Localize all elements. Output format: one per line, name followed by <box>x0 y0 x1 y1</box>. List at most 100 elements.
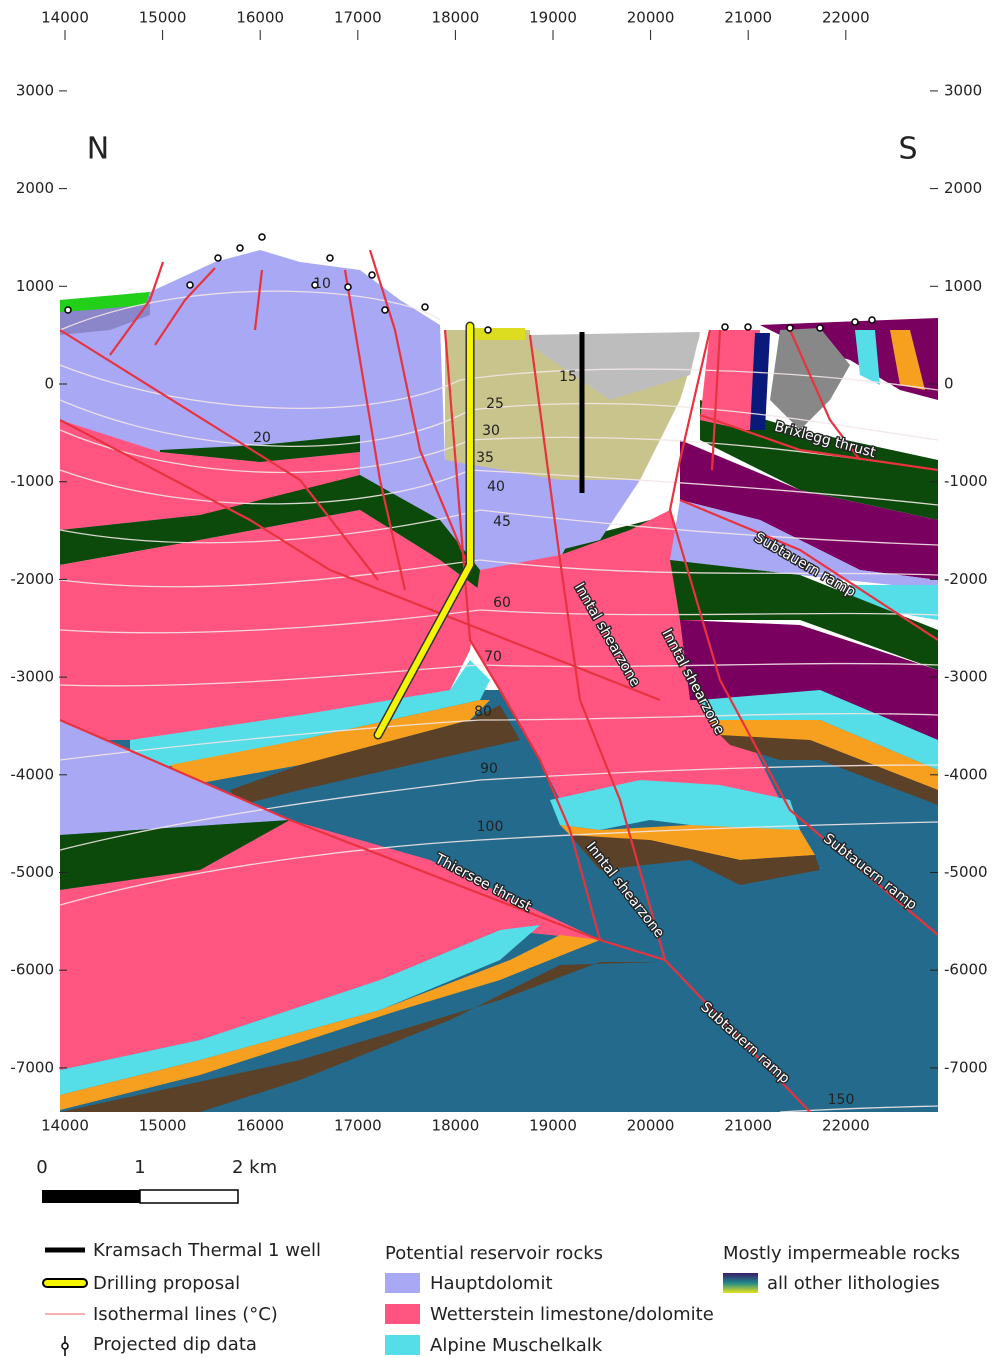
y-tick-label-left: -6000 <box>10 961 54 979</box>
purple <box>680 440 938 580</box>
muschelkalk <box>550 780 800 835</box>
gray-rock <box>770 328 850 430</box>
y-tick-label-left: 2000 <box>16 179 54 197</box>
y-tick-label-right: 3000 <box>944 81 982 99</box>
fault <box>253 269 264 331</box>
legend-label: Hauptdolomit <box>430 1273 553 1294</box>
fault <box>443 329 602 941</box>
orange <box>560 825 815 860</box>
x-tick-label-top: 21000 <box>724 9 772 27</box>
purple <box>680 620 938 740</box>
geology <box>60 250 938 1112</box>
y-tick-label-left: -3000 <box>10 668 54 686</box>
y-tick-label-left: 0 <box>44 375 54 393</box>
y-tick-label-right: 1000 <box>944 277 982 295</box>
x-tick-label-bottom: 22000 <box>822 1117 870 1135</box>
legend-swatch <box>385 1304 420 1324</box>
legend-label: Isothermal lines (°C) <box>93 1304 278 1325</box>
legend-dip <box>61 1342 69 1350</box>
axes: 1400014000150001500016000160001700017000… <box>10 9 987 1135</box>
y-tick-label-left: -2000 <box>10 570 54 588</box>
fault <box>368 250 472 571</box>
scale-label: 1 <box>134 1157 145 1178</box>
orange <box>170 700 490 785</box>
orange <box>890 330 925 390</box>
isotherm-labels: 10 15 20 25 30 35 40 45 60 70 80 90 100 … <box>253 276 854 1108</box>
fault <box>699 413 938 472</box>
fault <box>60 419 661 702</box>
wetterstein <box>60 420 360 530</box>
green <box>670 560 938 670</box>
faults <box>60 250 938 1112</box>
muschelkalk <box>855 330 880 385</box>
fault <box>679 498 938 641</box>
legend-swatch <box>385 1273 420 1293</box>
scale-bar: 0 1 2 km <box>36 1157 277 1204</box>
x-tick-label-bottom: 18000 <box>432 1117 480 1135</box>
isotherm <box>60 662 938 687</box>
navy <box>750 333 770 430</box>
hauptdolomit <box>60 720 290 835</box>
muschelkalk <box>700 690 938 770</box>
hauptdolomit <box>670 500 938 590</box>
isotherm-label: 40 <box>487 479 505 495</box>
x-tick-label-top: 14000 <box>41 9 89 27</box>
isotherm <box>60 559 938 588</box>
fault <box>710 329 722 471</box>
x-tick-label-top: 19000 <box>529 9 577 27</box>
legend-label: Wetterstein limestone/dolomite <box>430 1304 714 1325</box>
legend-label: all other lithologies <box>767 1273 940 1294</box>
fault <box>109 261 165 356</box>
fault <box>343 269 407 591</box>
x-tick-label-top: 20000 <box>627 9 675 27</box>
x-tick-label-top: 16000 <box>236 9 284 27</box>
y-tick-label-right: 0 <box>944 375 954 393</box>
isotherm-label: 45 <box>493 514 511 530</box>
wetterstein <box>60 510 480 740</box>
y-tick-label-right: -1000 <box>944 472 988 490</box>
y-tick-label-left: -5000 <box>10 863 54 881</box>
isotherm-label: 35 <box>476 450 494 466</box>
x-tick-label-bottom: 21000 <box>724 1117 772 1135</box>
x-tick-label-top: 18000 <box>432 9 480 27</box>
isotherm-label: 25 <box>486 396 504 412</box>
legend-label: Alpine Muschelkalk <box>430 1335 603 1356</box>
x-tick-label-top: 22000 <box>822 9 870 27</box>
y-tick-label-right: 2000 <box>944 179 982 197</box>
isotherm <box>779 1105 938 1112</box>
isotherm <box>60 509 938 546</box>
legend-heading: Mostly impermeable rocks <box>723 1243 960 1264</box>
isotherm-label: 20 <box>253 430 271 446</box>
isotherm-label: 15 <box>559 369 577 385</box>
legend-label: Kramsach Thermal 1 well <box>93 1240 321 1261</box>
isotherm-label: 30 <box>482 423 500 439</box>
y-tick-label-right: -5000 <box>944 863 988 881</box>
hauptdolomit <box>445 460 640 555</box>
wetterstein <box>60 820 600 1070</box>
isotherm-label: 100 <box>477 819 504 835</box>
south-label: S <box>898 132 917 167</box>
x-tick-label-bottom: 14000 <box>41 1117 89 1135</box>
legend-label: Projected dip data <box>93 1334 257 1355</box>
isotherm-label: 80 <box>474 704 492 720</box>
scale-label: 0 <box>36 1157 47 1178</box>
isotherm-label: 70 <box>484 649 502 665</box>
wetterstein <box>470 510 780 800</box>
quaternary <box>530 332 700 400</box>
green <box>60 820 290 890</box>
isotherm-label: 90 <box>480 761 498 777</box>
y-tick-label-right: -6000 <box>944 961 988 979</box>
fault <box>60 329 379 581</box>
x-tick-label-bottom: 19000 <box>529 1117 577 1135</box>
x-tick-label-bottom: 16000 <box>236 1117 284 1135</box>
scale-black <box>42 1190 140 1203</box>
muschelkalk <box>850 585 938 620</box>
x-tick-label-top: 17000 <box>334 9 382 27</box>
yellow-cover <box>472 328 525 340</box>
y-tick-label-left: 3000 <box>16 81 54 99</box>
legend-heading: Potential reservoir rocks <box>385 1243 603 1264</box>
isotherm-label: 150 <box>828 1092 855 1108</box>
y-tick-label-left: -7000 <box>10 1058 54 1076</box>
fault <box>528 334 811 1112</box>
marl <box>60 292 150 312</box>
